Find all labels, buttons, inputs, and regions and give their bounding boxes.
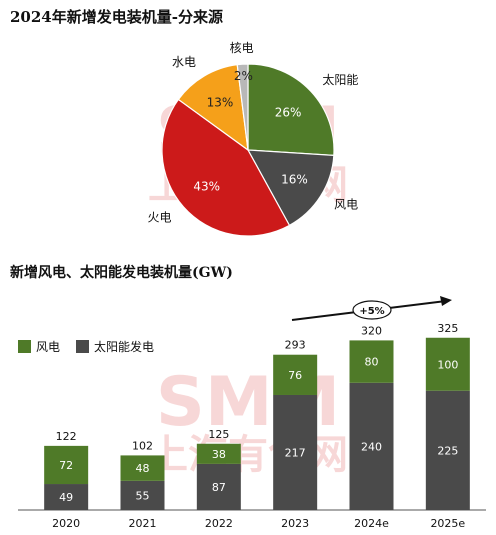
- trend-arrow-head-icon: [440, 296, 452, 306]
- bar-value-label-solar-3: 217: [285, 446, 306, 459]
- bar-value-label-solar-2: 87: [212, 481, 226, 494]
- bar-total-label-4: 320: [361, 324, 382, 337]
- bar-value-label-wind-0: 72: [59, 459, 73, 472]
- bar-value-label-solar-4: 240: [361, 440, 382, 453]
- bar-solar-3: [273, 394, 318, 510]
- bar-wind-0: [44, 445, 89, 485]
- bar-value-label-solar-1: 55: [136, 489, 150, 502]
- growth-annotation-badge: [352, 300, 392, 320]
- bar-total-label-5: 325: [437, 322, 458, 335]
- bar-total-label-3: 293: [285, 339, 306, 352]
- pie-category-label-1: 风电: [334, 198, 358, 212]
- watermark-cn-bottom: 上海有色网: [148, 432, 348, 478]
- pie-category-label-0: 太阳能: [322, 72, 358, 87]
- bar-value-label-solar-5: 225: [437, 444, 458, 457]
- bar-wind-2: [196, 443, 241, 464]
- x-tick-label-4: 2024e: [354, 517, 389, 530]
- legend-label-1: 太阳能发电: [94, 339, 154, 354]
- bar-total-label-1: 102: [132, 439, 153, 452]
- legend-swatch-0: [18, 340, 31, 353]
- bar-chart: 风电 太阳能发电 49 72 122 2020 55 48 102 2021 87 38 125 2022…: [18, 296, 486, 530]
- bar-total-label-0: 122: [56, 430, 77, 443]
- x-tick-label-0: 2020: [52, 517, 80, 530]
- pie-percent-label-3: 13%: [207, 96, 234, 110]
- pie-slice-0: [247, 63, 335, 157]
- pie-category-label-4: 核电: [230, 41, 254, 55]
- pie-slice-1: [246, 149, 335, 227]
- growth-annotation-label: +5%: [359, 306, 384, 317]
- pie-category-label-2: 火电: [147, 210, 171, 224]
- bar-wind-4: [349, 340, 394, 383]
- bar-solar-5: [425, 390, 470, 510]
- pie-slice-4: [236, 63, 249, 151]
- legend-swatch-1: [76, 340, 89, 353]
- x-tick-label-1: 2021: [129, 517, 157, 530]
- bar-value-label-wind-5: 100: [437, 358, 458, 371]
- bar-wind-5: [425, 337, 470, 391]
- bar-chart-title: 新增风电、太阳能发电装机量(GW): [10, 265, 233, 281]
- pie-percent-label-2: 43%: [193, 179, 220, 193]
- pie-slice-2: [161, 98, 291, 237]
- bar-solar-2: [196, 463, 241, 510]
- bar-value-label-solar-0: 49: [59, 491, 73, 504]
- bar-value-label-wind-3: 76: [288, 369, 302, 382]
- bar-wind-3: [273, 354, 318, 395]
- pie-slice-3: [177, 64, 249, 152]
- bar-solar-4: [349, 382, 394, 510]
- bar-wind-1: [120, 455, 165, 481]
- bar-value-label-wind-2: 38: [212, 448, 226, 461]
- pie-percent-label-0: 26%: [275, 105, 302, 119]
- bar-value-label-wind-1: 48: [136, 462, 150, 475]
- pie-percent-label-1: 16%: [281, 172, 308, 186]
- bar-value-label-wind-4: 80: [365, 356, 379, 369]
- bar-solar-0: [44, 484, 89, 510]
- pie-chart-title: 2024年新增发电装机量-分来源: [10, 8, 223, 26]
- pie-category-label-3: 水电: [172, 55, 196, 69]
- x-tick-label-2: 2022: [205, 517, 233, 530]
- pie-chart: 26% 太阳能 16% 风电 43% 火电 13% 水电 2% 核电: [147, 41, 358, 237]
- pie-percent-label-4: 2%: [234, 69, 253, 83]
- x-tick-label-3: 2023: [281, 517, 309, 530]
- legend-label-0: 风电: [36, 340, 60, 354]
- x-tick-label-5: 2025e: [430, 517, 465, 530]
- bar-solar-1: [120, 480, 165, 510]
- bar-total-label-2: 125: [208, 428, 229, 441]
